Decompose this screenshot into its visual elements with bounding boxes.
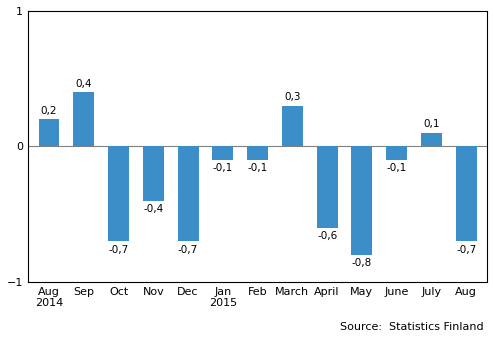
Text: -0,6: -0,6 [317, 231, 337, 241]
Text: 0,4: 0,4 [76, 79, 92, 89]
Bar [108, 146, 129, 241]
Bar [282, 106, 303, 146]
Text: 0,2: 0,2 [41, 106, 57, 116]
Text: -0,1: -0,1 [386, 163, 407, 173]
Bar [212, 146, 233, 160]
Text: 0,3: 0,3 [284, 93, 301, 102]
Bar [421, 133, 442, 146]
Text: -0,7: -0,7 [178, 245, 198, 255]
Text: -0,1: -0,1 [213, 163, 233, 173]
Text: -0,7: -0,7 [109, 245, 129, 255]
Text: -0,4: -0,4 [143, 204, 164, 214]
Bar [178, 146, 199, 241]
Text: -0,8: -0,8 [352, 258, 372, 268]
Text: -0,7: -0,7 [456, 245, 476, 255]
Text: -0,1: -0,1 [247, 163, 268, 173]
Bar [247, 146, 268, 160]
Text: Source:  Statistics Finland: Source: Statistics Finland [340, 322, 484, 332]
Bar [456, 146, 477, 241]
Bar [39, 119, 59, 146]
Bar [351, 146, 372, 255]
Bar [386, 146, 407, 160]
Text: 0,1: 0,1 [423, 119, 440, 129]
Bar [143, 146, 164, 201]
Bar [74, 92, 94, 146]
Bar [317, 146, 337, 228]
